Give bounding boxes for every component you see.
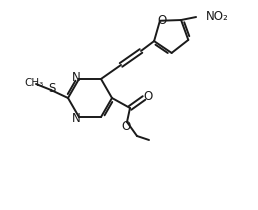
Text: S: S	[48, 83, 56, 96]
Text: N: N	[72, 71, 80, 84]
Text: N: N	[72, 112, 80, 125]
Text: CH₃: CH₃	[24, 78, 44, 88]
Text: O: O	[143, 89, 153, 102]
Text: NO₂: NO₂	[206, 9, 229, 22]
Text: O: O	[121, 119, 131, 133]
Text: O: O	[157, 14, 167, 27]
